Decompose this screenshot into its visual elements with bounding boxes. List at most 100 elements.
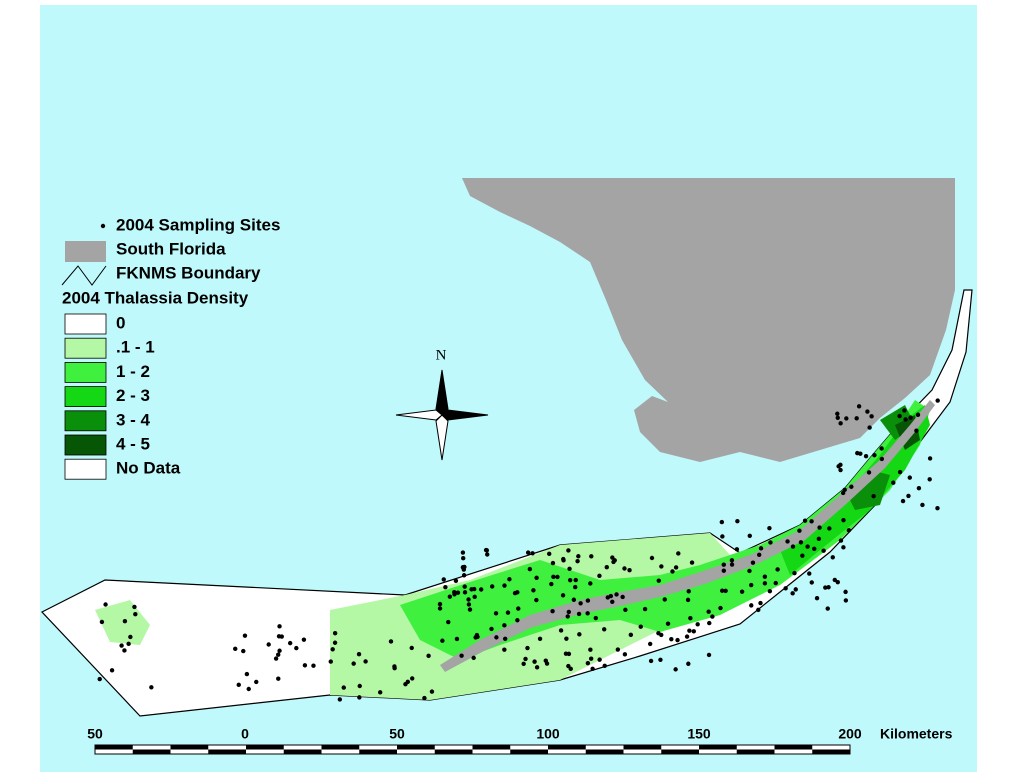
scale-segment (548, 745, 586, 750)
sampling-site (602, 663, 607, 668)
scale-segment (699, 745, 737, 750)
sampling-site (537, 636, 543, 641)
sampling-site (122, 618, 128, 624)
sampling-site (838, 467, 843, 473)
sampling-site (454, 636, 460, 642)
sampling-site (623, 607, 628, 613)
scale-segment (472, 745, 511, 750)
sampling-site (823, 585, 828, 590)
sampling-site (749, 603, 754, 608)
sampling-site (459, 653, 464, 658)
sampling-site (665, 621, 671, 626)
legend-label: 1 - 2 (116, 362, 150, 381)
scale-segment (397, 745, 435, 750)
sampling-site (277, 648, 282, 653)
scale-segment (774, 745, 813, 750)
fknms-boundary (41, 289, 973, 717)
north-arrow: N (395, 347, 489, 461)
scale-segment (208, 749, 246, 754)
scale-segment (585, 749, 624, 754)
sampling-site (507, 577, 512, 582)
sampling-site (576, 554, 581, 559)
legend-boundary (61, 265, 107, 286)
sampling-site (426, 653, 431, 659)
sampling-site (762, 581, 768, 586)
sampling-site (798, 540, 804, 545)
sampling-site (758, 546, 764, 551)
sampling-site (673, 667, 678, 672)
sampling-site (756, 552, 762, 557)
density-zone (95, 600, 150, 645)
sampling-site (525, 550, 531, 555)
sampling-site (927, 477, 932, 482)
sampling-site (758, 600, 763, 606)
sampling-site (515, 590, 520, 595)
legend-swatch (64, 458, 107, 480)
sampling-site (775, 567, 780, 572)
sampling-site (812, 546, 817, 551)
sampling-site (119, 643, 124, 648)
sampling-site (149, 685, 154, 690)
legend-label: 4 - 5 (116, 434, 150, 453)
sampling-site (244, 671, 250, 677)
sampling-site (675, 637, 680, 643)
sampling-site (287, 640, 293, 646)
sampling-site (485, 552, 490, 557)
sampling-site (525, 645, 530, 651)
sampling-site (534, 665, 540, 670)
sampling-site (573, 577, 578, 583)
sampling-site (628, 632, 634, 638)
scale-segment (510, 749, 548, 754)
sampling-site (461, 573, 467, 578)
sampling-site (466, 602, 472, 607)
scale-segment (246, 745, 284, 750)
sampling-site (897, 469, 903, 475)
sampling-site (461, 556, 466, 561)
sampling-site (790, 544, 796, 549)
sampling-site (916, 486, 922, 491)
sampling-site (351, 661, 356, 666)
density-zone (845, 470, 890, 510)
sampling-site (534, 575, 539, 581)
density-zone (400, 400, 930, 660)
sampling-site (332, 631, 338, 636)
sampling-site (550, 560, 556, 566)
north-label: N (436, 347, 447, 363)
sampling-site (567, 577, 573, 583)
scale-label: 50 (87, 726, 103, 742)
scale-label: 100 (536, 726, 560, 742)
sampling-site (560, 593, 566, 598)
sampling-site (790, 591, 795, 596)
sampling-site (597, 657, 602, 662)
sampling-site (128, 634, 133, 640)
sampling-site (604, 565, 609, 570)
sampling-site (567, 566, 572, 571)
sampling-site (276, 652, 281, 657)
sampling-site (844, 416, 849, 421)
sampling-site (410, 676, 415, 681)
sampling-site (564, 636, 569, 641)
sampling-site (762, 574, 768, 579)
sampling-site (647, 641, 653, 647)
sampling-site (357, 695, 362, 700)
sampling-site (855, 450, 860, 456)
sampling-site (710, 614, 715, 619)
sampling-site (534, 597, 539, 603)
sampling-site (841, 545, 846, 550)
sampling-site (908, 415, 913, 420)
sampling-site (597, 573, 602, 579)
sampling-site (826, 585, 831, 590)
sampling-site (768, 540, 773, 545)
sampling-site (687, 628, 692, 633)
sampling-site (707, 620, 712, 626)
sampling-site (452, 590, 457, 595)
sampling-site (935, 506, 940, 511)
sampling-site (638, 624, 643, 629)
sampling-site (133, 612, 138, 617)
sampling-site (294, 645, 299, 651)
sampling-site (846, 528, 852, 533)
sampling-site (527, 566, 533, 572)
sampling-site (735, 518, 740, 524)
sampling-site (869, 414, 874, 419)
sampling-site (871, 493, 876, 499)
